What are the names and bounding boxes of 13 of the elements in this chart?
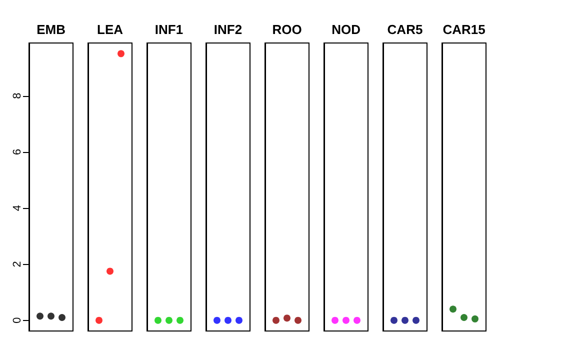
- y-tick-label: 2: [12, 261, 24, 268]
- y-tick-label: 0: [12, 317, 24, 324]
- x-tick-label: ROO: [272, 22, 302, 37]
- x-tick-label: CAR15: [442, 22, 486, 37]
- x-tick-label: EMB: [36, 22, 66, 37]
- x-tick-label: INF2: [214, 22, 242, 37]
- x-tick-label: LEA: [97, 22, 124, 37]
- y-tick-label: 6: [12, 148, 24, 155]
- x-tick-label: INF1: [154, 22, 184, 37]
- y-tick-label: 8: [12, 92, 24, 99]
- x-tick-label: CAR5: [387, 22, 423, 37]
- y-tick-label: 4: [12, 204, 24, 212]
- x-tick-label: NOD: [332, 22, 360, 37]
